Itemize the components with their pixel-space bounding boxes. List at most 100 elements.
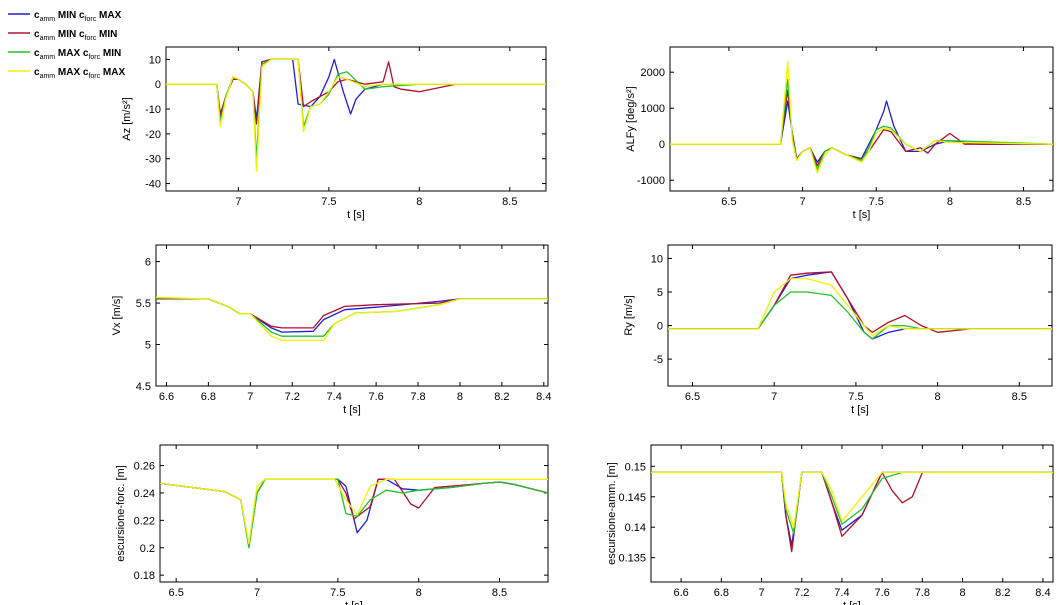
series-line (670, 60, 1053, 174)
y-tick-label: 1000 (641, 103, 665, 115)
y-tick-label: -20 (145, 129, 161, 141)
series-line (166, 58, 546, 172)
x-tick-label: 7.5 (848, 391, 863, 403)
x-tick-label: 8.4 (1035, 587, 1050, 599)
x-tick-label: 6.5 (169, 587, 184, 599)
chart-escforc: 6.5 7 7.5 8 8.5 0.18 0.2 0.22 0.24 0.26 t [s] escur… (115, 444, 549, 605)
x-tick-label: 7.5 (321, 196, 336, 208)
legend-label: camm MIN cforc MAX (34, 10, 122, 23)
x-tick-label: 8.2 (995, 587, 1010, 599)
y-axis-label: escursione-amm. [m] (606, 462, 618, 565)
y-tick-label: 0.22 (134, 515, 155, 527)
plot-frame (669, 46, 1054, 192)
plot-frame (155, 244, 549, 387)
x-tick-label: 6.6 (159, 391, 174, 403)
y-tick-label: 0 (155, 79, 161, 91)
x-tick-label: 7 (254, 587, 260, 599)
x-tick-label: 7.2 (285, 391, 300, 403)
y-tick-label: 0.24 (134, 488, 155, 500)
y-tick-label: -1000 (637, 175, 665, 187)
chart-ry: 6.5 7 7.5 8 8.5 -5 0 5 10 t [s] Ry [m/s] (623, 244, 1053, 416)
series-line (156, 296, 548, 342)
x-tick-label: 8 (947, 196, 953, 208)
x-tick-label: 7.8 (915, 587, 930, 599)
legend-label: camm MIN cforc MIN (34, 29, 117, 42)
x-axis-label: t [s] (345, 600, 363, 605)
legend-entry: camm MIN cforc MIN (8, 29, 117, 42)
y-tick-label: 5 (145, 340, 151, 352)
x-tick-label: 6.6 (674, 587, 689, 599)
y-axis-label: Ry [m/s] (623, 295, 635, 335)
y-axis-label: Az [m/s²] (121, 97, 133, 140)
y-tick-label: 4.5 (136, 381, 151, 393)
y-tick-label: -5 (653, 354, 663, 366)
series-line (160, 478, 548, 545)
series-line (166, 58, 546, 125)
series-group (156, 296, 548, 342)
y-tick-label: 2000 (641, 67, 665, 79)
legend: camm MIN cforc MAX camm MIN cforc MIN camm… (8, 10, 125, 80)
y-tick-label: -10 (145, 104, 161, 116)
x-tick-label: 7.5 (869, 196, 884, 208)
y-tick-label: 5.5 (136, 298, 151, 310)
x-tick-label: 7.5 (330, 587, 345, 599)
x-tick-label: 8 (959, 587, 965, 599)
x-axis-label: t [s] (851, 404, 869, 416)
x-tick-label: 8.5 (1012, 391, 1027, 403)
x-tick-label: 7.6 (875, 587, 890, 599)
y-tick-label: 5 (657, 287, 663, 299)
plot-frame (165, 46, 547, 192)
x-axis-label: t [s] (347, 209, 365, 221)
plot-frame (667, 244, 1053, 387)
x-tick-label: 6.8 (201, 391, 216, 403)
x-tick-label: 7 (771, 391, 777, 403)
series-group (668, 271, 1052, 340)
y-tick-label: 0 (657, 321, 663, 333)
y-axis-label: ALFy [deg/s²] (625, 86, 637, 151)
y-tick-label: 0.145 (618, 492, 646, 504)
y-tick-label: 10 (149, 54, 161, 66)
x-tick-label: 7.2 (794, 587, 809, 599)
series-line (651, 471, 1053, 528)
series-group (166, 58, 546, 172)
chart-az: 7 7.5 8 8.5 -40 -30 -20 -10 0 10 t [s] Az [m/s²] (121, 46, 547, 221)
y-tick-label: 0.2 (140, 543, 155, 555)
y-tick-label: 10 (651, 253, 663, 265)
plot-frame (159, 444, 549, 583)
x-tick-label: 7.8 (410, 391, 425, 403)
x-tick-label: 6.5 (721, 196, 736, 208)
series-group (651, 471, 1053, 553)
charts: 7 7.5 8 8.5 -40 -30 -20 -10 0 10 t [s] Az [m/s²] 6.5… (111, 46, 1054, 605)
chart-vx: 6.6 6.8 7 7.2 7.4 7.6 7.8 8 8.2 8.4 4.5 5 5.5 6 t [s] V… (111, 244, 551, 416)
chart-escamm: 6.6 6.8 7 7.2 7.4 7.6 7.8 8 8.2 8.4 0.135 0.14 0.145… (606, 444, 1054, 605)
x-tick-label: 7 (758, 587, 764, 599)
legend-label: camm MAX cforc MAX (34, 67, 125, 80)
x-axis-label: t [s] (343, 404, 361, 416)
x-tick-label: 8.4 (536, 391, 551, 403)
x-axis-label: t [s] (853, 209, 871, 221)
x-axis-label: t [s] (843, 600, 861, 605)
x-tick-label: 6.5 (685, 391, 700, 403)
y-tick-label: 0.26 (134, 461, 155, 473)
legend-entry: camm MIN cforc MAX (8, 10, 122, 23)
x-tick-label: 8 (935, 391, 941, 403)
y-tick-label: 0.18 (134, 570, 155, 582)
legend-entry: camm MAX cforc MAX (8, 67, 125, 80)
x-tick-label: 7.4 (834, 587, 849, 599)
x-tick-label: 6.8 (714, 587, 729, 599)
x-tick-label: 7.6 (368, 391, 383, 403)
y-axis-label: Vx [m/s] (111, 296, 123, 336)
x-tick-label: 8 (416, 196, 422, 208)
x-tick-label: 8 (457, 391, 463, 403)
x-tick-label: 8.5 (1016, 196, 1031, 208)
series-group (670, 60, 1053, 174)
legend-label: camm MAX cforc MIN (34, 48, 121, 61)
y-axis-label: escursione-forc. [m] (115, 465, 127, 562)
plot-frame (650, 444, 1054, 583)
y-tick-label: -40 (145, 179, 161, 191)
x-tick-label: 8 (416, 587, 422, 599)
x-tick-label: 7.4 (327, 391, 342, 403)
legend-entry: camm MAX cforc MIN (8, 48, 121, 61)
y-tick-label: 6 (145, 257, 151, 269)
